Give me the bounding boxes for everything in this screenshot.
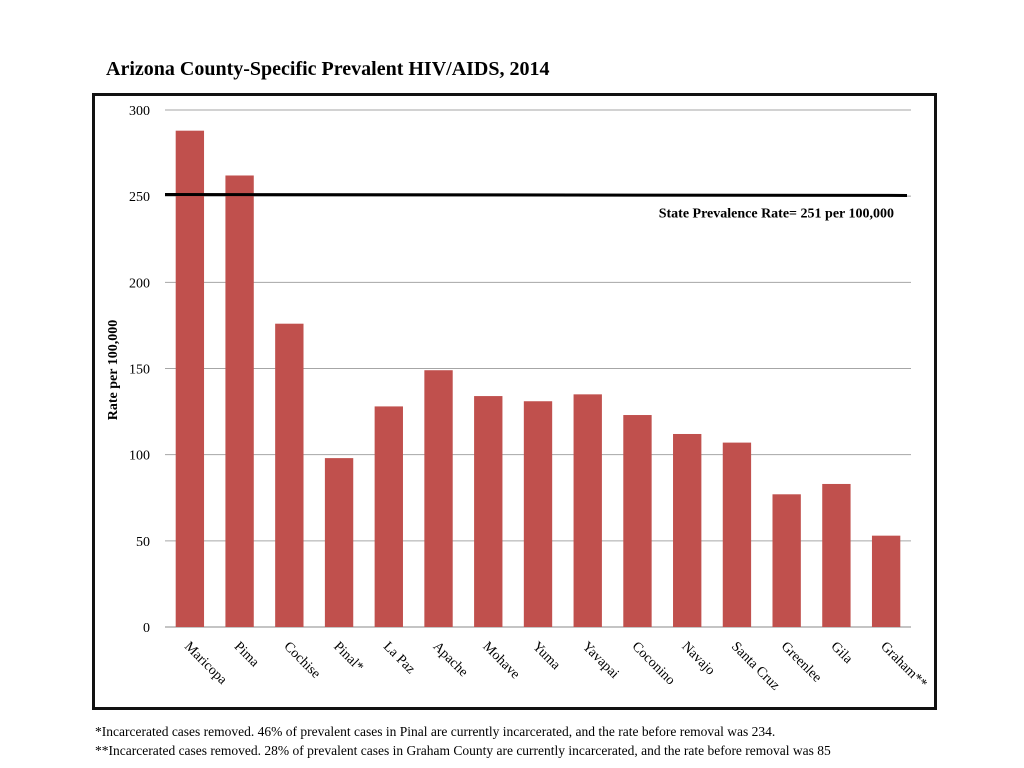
bar-mohave [474, 396, 503, 627]
x-tick-label: Coconino [629, 639, 678, 688]
bar-greenlee [772, 494, 801, 627]
y-tick-label: 0 [143, 621, 150, 636]
y-tick-label: 200 [129, 276, 150, 291]
reference-line-group: State Prevalence Rate= 251 per 100,000 [164, 192, 908, 221]
bar-la-paz [374, 406, 403, 627]
x-tick-label: Cochise [281, 639, 324, 682]
chart-frame [92, 93, 937, 710]
x-tick-label: Yavapai [579, 639, 622, 682]
x-tick-label: Pinal* [330, 639, 366, 675]
footnote-pinal: *Incarcerated cases removed. 46% of prev… [95, 724, 776, 739]
bar-maricopa [175, 130, 205, 627]
y-tick-label: 300 [129, 104, 150, 119]
bar-pinal [324, 458, 354, 627]
bars [175, 130, 901, 627]
y-axis-label: Rate per 100,000 [106, 320, 121, 420]
bar-santa-cruz [722, 442, 752, 627]
x-tick-label: Apache [430, 639, 471, 680]
x-tick-label: Pima [231, 639, 263, 671]
state-prevalence-label: State Prevalence Rate= 251 per 100,000 [659, 206, 894, 221]
x-tick-label: Greenlee [778, 639, 824, 685]
bar-cochise [275, 323, 304, 627]
x-tick-label: Santa Cruz [728, 639, 782, 693]
state-prevalence-line [164, 192, 908, 197]
x-tick-label: Yuma [529, 639, 563, 673]
bar-graham [871, 535, 901, 627]
x-tick-label: Graham** [877, 639, 929, 691]
x-tick-label: Navajo [678, 639, 717, 678]
y-tick-label: 250 [129, 190, 150, 205]
x-tick-label: La Paz [380, 639, 418, 677]
bar-gila [822, 483, 851, 627]
x-tick-label: Mohave [479, 639, 522, 682]
y-tick-label: 100 [129, 449, 150, 464]
bar-apache [424, 370, 453, 627]
chart-title: Arizona County-Specific Prevalent HIV/AI… [106, 58, 550, 80]
bar-yavapai [573, 394, 602, 627]
bar-coconino [623, 415, 652, 627]
y-axis-ticks: 0 50 100 150 200 250 300 [129, 104, 150, 636]
x-tick-label: Gila [828, 639, 856, 667]
bar-navajo [673, 433, 702, 627]
bar-pima [225, 175, 254, 627]
bar-yuma [523, 401, 553, 627]
x-tick-label: Maricopa [181, 639, 230, 688]
x-axis-ticks: Maricopa Pima Cochise Pinal* La Paz Apache Moh… [181, 639, 930, 693]
y-tick-label: 50 [136, 535, 150, 550]
y-tick-label: 150 [129, 363, 150, 378]
footnote-graham: **Incarcerated cases removed. 28% of pre… [95, 743, 831, 758]
